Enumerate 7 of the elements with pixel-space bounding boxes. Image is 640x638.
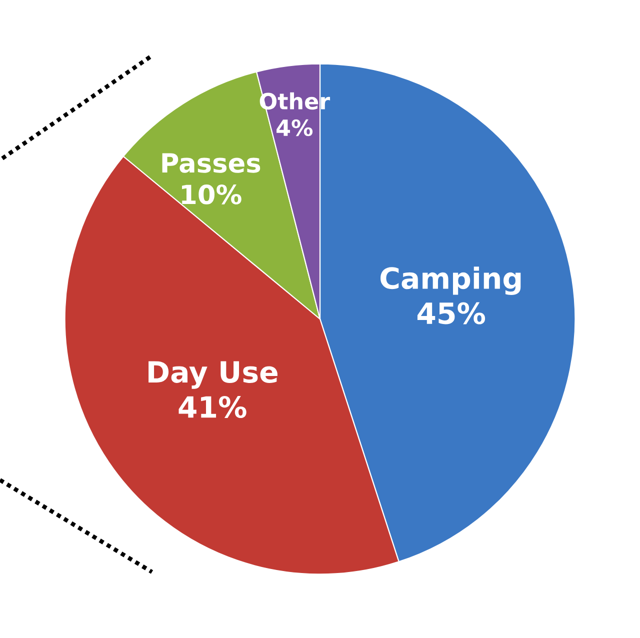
- data-label: 10%: [182, 184, 242, 204]
- slice-label: Day Use: [148, 361, 278, 389]
- data-label: 4%: [276, 119, 313, 136]
- data-label: 45%: [417, 302, 486, 324]
- slice-label: Camping: [380, 266, 521, 296]
- data-label: 41%: [178, 396, 246, 418]
- slice-label: Passes: [162, 153, 260, 173]
